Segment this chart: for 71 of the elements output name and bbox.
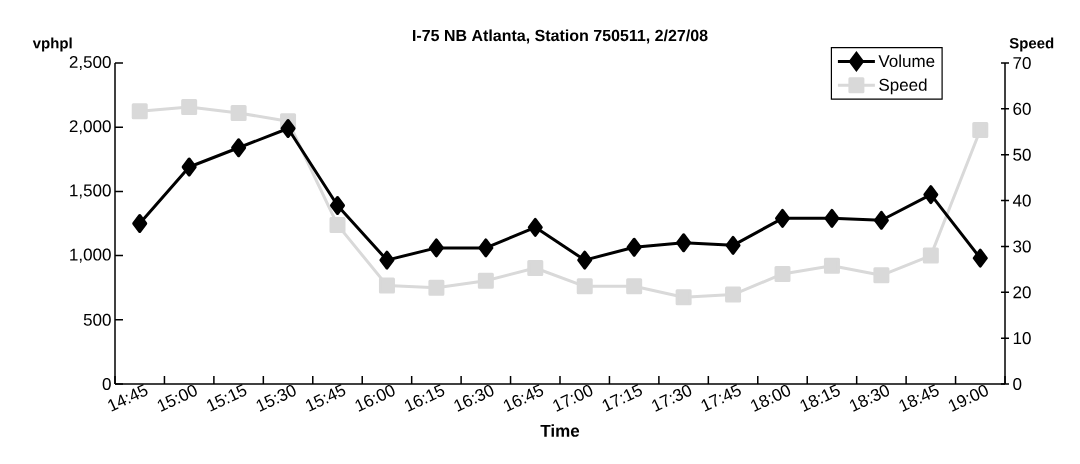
y2-tick-label: 50 — [1013, 148, 1031, 161]
point — [181, 99, 198, 116]
point — [922, 247, 939, 264]
point — [774, 265, 791, 282]
point — [626, 237, 642, 257]
x-tick-label: 18:30 — [849, 385, 890, 412]
point — [132, 214, 148, 233]
y-tick-label: 1,500 — [70, 184, 111, 199]
point — [824, 208, 840, 228]
point — [428, 279, 445, 296]
point — [230, 104, 247, 121]
y2-tick-label: 10 — [1013, 332, 1031, 345]
chart-title: I-75 NB Atlanta, Station 750511, 2/27/08 — [413, 29, 708, 44]
x-tick-label: 16:30 — [454, 385, 494, 412]
x-tick-label: 18:15 — [800, 384, 840, 412]
y-tick-label: 2,000 — [69, 120, 111, 135]
point — [231, 138, 247, 158]
x-tick-label: 16:45 — [503, 384, 544, 412]
x-tick-label: 15:30 — [256, 385, 296, 412]
x-tick-label: 18:45 — [899, 384, 939, 412]
x-tick-label: 16:15 — [404, 384, 445, 412]
point — [478, 238, 494, 258]
x-tick-label: 18:00 — [750, 385, 791, 412]
legend-label: Speed — [879, 78, 927, 95]
x-tick-label: 17:15 — [602, 384, 642, 412]
point — [873, 210, 889, 230]
point — [329, 216, 346, 233]
point — [873, 267, 890, 284]
point — [477, 272, 494, 289]
legend-label: Volume — [878, 54, 935, 68]
point — [577, 250, 593, 270]
x-tick-label: 15:15 — [207, 384, 247, 412]
y-tick-label: 2,500 — [69, 55, 111, 71]
y2-tick-label: 0 — [1013, 377, 1022, 391]
x-tick-label: 16:00 — [355, 385, 395, 412]
point — [626, 278, 643, 295]
y-tick-label: 1,000 — [70, 248, 111, 263]
y2-tick-label: 70 — [1013, 56, 1031, 70]
point — [181, 157, 197, 177]
point — [131, 103, 148, 120]
x-tick-label: 19:00 — [948, 385, 988, 412]
y2-tick-label: 40 — [1012, 194, 1031, 207]
y-axis-title: vphpl — [32, 37, 72, 52]
point — [972, 121, 989, 138]
point — [725, 235, 741, 255]
point — [823, 257, 840, 274]
x-axis-title: Time — [540, 424, 580, 437]
x-tick-label: 15:00 — [157, 385, 197, 412]
x-tick-label: 15:45 — [305, 384, 346, 412]
point — [972, 248, 988, 268]
y-tick-label: 500 — [83, 313, 111, 326]
point — [775, 208, 790, 228]
point — [428, 238, 444, 258]
point — [675, 289, 692, 306]
point — [527, 217, 543, 237]
x-tick-label: 17:00 — [553, 385, 593, 412]
x-tick-label: 17:45 — [701, 384, 741, 412]
y2-tick-label: 60 — [1013, 102, 1031, 115]
point — [378, 277, 395, 294]
point — [923, 185, 939, 205]
x-tick-label: 17:30 — [652, 385, 692, 412]
point — [725, 286, 742, 303]
point — [576, 278, 593, 295]
point — [527, 259, 544, 276]
y2-tick-label: 20 — [1013, 286, 1031, 299]
y2-axis-title: Speed — [1009, 37, 1054, 52]
point — [280, 118, 296, 138]
point — [676, 233, 692, 253]
y2-tick-label: 30 — [1013, 240, 1031, 253]
point — [379, 250, 395, 270]
point — [330, 196, 345, 216]
